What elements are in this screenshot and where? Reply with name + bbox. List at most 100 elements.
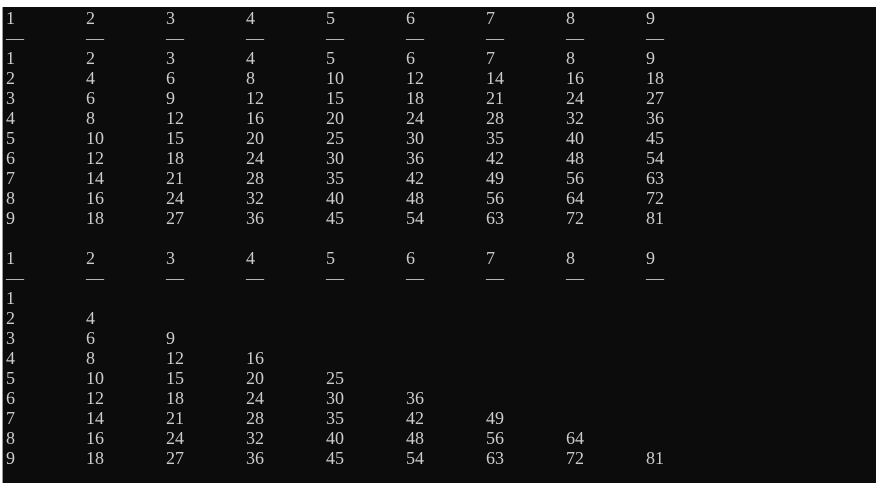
cell: 12 (86, 148, 104, 168)
cell: 24 (246, 388, 264, 408)
cell: 72 (566, 208, 584, 228)
cell: 14 (86, 168, 104, 188)
cell: 4 (6, 108, 15, 128)
cell: — (326, 28, 344, 48)
cell: 6 (86, 88, 95, 108)
cell: 12 (246, 88, 264, 108)
cell: 36 (246, 208, 264, 228)
cell: 5 (326, 248, 335, 268)
cell: 28 (246, 408, 264, 428)
cell: 6 (406, 248, 415, 268)
cell: 6 (406, 8, 415, 28)
table-row: 9 18 27 36 45 54 63 72 81 (3, 448, 876, 468)
table-row: 4 8 12 16 20 24 28 32 36 (3, 108, 876, 128)
cell: 24 (246, 148, 264, 168)
cell: 4 (86, 308, 95, 328)
terminal-output: 1 2 3 4 5 6 7 8 9— — — — — — — — —1 2 3 4 5 6 7 8 9 2 4 6 8 10 12 14 16 1… (2, 7, 876, 483)
cell: — (566, 28, 584, 48)
table-row: 2 4 6 8 10 12 14 16 18 (3, 68, 876, 88)
cell: 20 (326, 108, 344, 128)
cell: — (86, 28, 104, 48)
cell: 28 (486, 108, 504, 128)
cell: 21 (486, 88, 504, 108)
table-row: 5 10 15 20 25 30 35 40 45 (3, 128, 876, 148)
table-row: 5 10 15 20 25 (3, 368, 876, 388)
cell: — (6, 268, 24, 288)
cell: 18 (86, 208, 104, 228)
cell: 3 (166, 8, 175, 28)
cell: 1 (6, 48, 15, 68)
cell: 6 (166, 68, 175, 88)
cell: 54 (406, 208, 424, 228)
cell: 20 (246, 368, 264, 388)
cell: 40 (326, 188, 344, 208)
cell: 25 (326, 128, 344, 148)
cell: 48 (406, 188, 424, 208)
cell: 6 (6, 388, 15, 408)
cell: 81 (646, 448, 664, 468)
cell: 64 (566, 428, 584, 448)
table-row: 7 14 21 28 35 42 49 56 63 (3, 168, 876, 188)
cell: — (486, 268, 504, 288)
cell: 36 (406, 388, 424, 408)
table-row: 3 6 9 12 15 18 21 24 27 (3, 88, 876, 108)
cell: 14 (486, 68, 504, 88)
cell: 4 (246, 248, 255, 268)
cell: 1 (6, 8, 15, 28)
cell: 6 (86, 328, 95, 348)
cell: 18 (406, 88, 424, 108)
cell: 18 (166, 148, 184, 168)
header-row: 1 2 3 4 5 6 7 8 9 (3, 8, 876, 28)
cell: 40 (566, 128, 584, 148)
cell: 54 (646, 148, 664, 168)
cell: 18 (166, 388, 184, 408)
cell: 12 (86, 388, 104, 408)
cell: 40 (326, 428, 344, 448)
cell: — (6, 28, 24, 48)
cell: 49 (486, 168, 504, 188)
cell: 2 (6, 308, 15, 328)
cell: 32 (246, 188, 264, 208)
cell: — (646, 28, 664, 48)
cell: 8 (86, 348, 95, 368)
cell: 10 (86, 128, 104, 148)
cell: 21 (166, 408, 184, 428)
cell: 27 (166, 208, 184, 228)
cell: 9 (646, 248, 655, 268)
table-row: 6 12 18 24 30 36 42 48 54 (3, 148, 876, 168)
cell: 15 (326, 88, 344, 108)
cell: 6 (406, 48, 415, 68)
cell: 16 (86, 188, 104, 208)
cell: — (566, 268, 584, 288)
cell: 56 (566, 168, 584, 188)
cell: 7 (486, 8, 495, 28)
table-row: 4 8 12 16 (3, 348, 876, 368)
table-row: 1 (3, 288, 876, 308)
cell: 1 (6, 248, 15, 268)
cell: — (166, 28, 184, 48)
cell: 3 (6, 328, 15, 348)
cell: 36 (246, 448, 264, 468)
cell: 8 (6, 188, 15, 208)
cell: 16 (86, 428, 104, 448)
cell: 32 (566, 108, 584, 128)
cell: 63 (486, 448, 504, 468)
cell: 42 (406, 408, 424, 428)
cell: 36 (406, 148, 424, 168)
cell: 24 (166, 188, 184, 208)
cell: 27 (646, 88, 664, 108)
cell: 56 (486, 188, 504, 208)
cell: 63 (646, 168, 664, 188)
cell: 45 (326, 448, 344, 468)
cell: 7 (486, 48, 495, 68)
cell: 8 (6, 428, 15, 448)
cell: — (406, 28, 424, 48)
table-row: 7 14 21 28 35 42 49 (3, 408, 876, 428)
cell: 10 (86, 368, 104, 388)
cell: 7 (486, 248, 495, 268)
cell: 18 (646, 68, 664, 88)
cell: — (486, 28, 504, 48)
cell: 3 (166, 248, 175, 268)
cell: 54 (406, 448, 424, 468)
cell: 4 (86, 68, 95, 88)
